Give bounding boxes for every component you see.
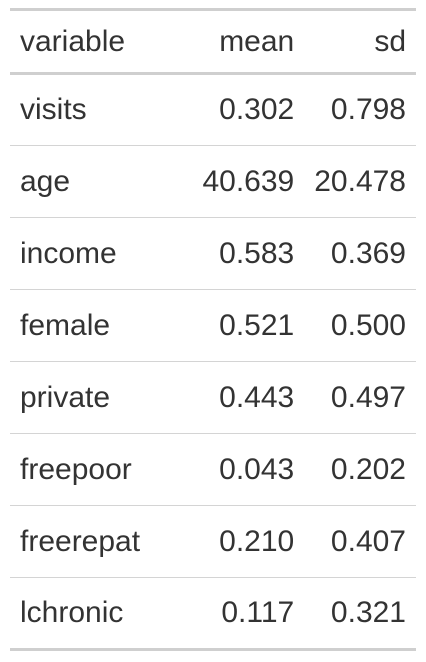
cell-sd: 0.369 — [330, 236, 406, 270]
cell-variable: lchronic — [20, 596, 124, 629]
table-header: variable mean sd — [10, 9, 416, 74]
cell-mean: 0.117 — [221, 596, 295, 629]
cell-sd: 0.497 — [330, 380, 406, 414]
header-variable: variable — [20, 24, 126, 58]
cell-sd: 0.321 — [330, 596, 406, 629]
cell-mean: 0.443 — [219, 380, 295, 414]
table-row: freepoor 0.043 0.202 — [10, 434, 416, 506]
cell-mean: 0.210 — [219, 524, 295, 558]
cell-variable: freerepat — [20, 524, 141, 558]
table-body: visits 0.302 0.798 age 40.639 20.478 inc… — [10, 74, 416, 650]
cell-variable: freepoor — [20, 452, 132, 486]
cell-mean: 0.302 — [219, 93, 295, 126]
table-row: age 40.639 20.478 — [10, 146, 416, 218]
table-row: visits 0.302 0.798 — [10, 74, 416, 146]
cell-mean: 40.639 — [202, 164, 295, 198]
cell-mean: 0.521 — [219, 308, 295, 342]
table-row: income 0.583 0.369 — [10, 218, 416, 290]
header-mean: mean — [219, 24, 295, 58]
cell-sd: 0.202 — [330, 452, 406, 486]
table-row: freerepat 0.210 0.407 — [10, 506, 416, 578]
cell-variable: income — [20, 236, 117, 270]
summary-table: variable mean sd visits 0.302 0.798 age … — [10, 8, 416, 651]
summary-table-container: variable mean sd visits 0.302 0.798 age … — [10, 8, 416, 651]
cell-mean: 0.043 — [219, 452, 295, 486]
header-sd: sd — [374, 24, 406, 58]
cell-sd: 20.478 — [314, 164, 406, 198]
cell-sd: 0.407 — [330, 524, 406, 558]
cell-variable: private — [20, 380, 111, 414]
header-row: variable mean sd — [10, 9, 416, 74]
cell-variable: age — [20, 164, 71, 198]
table-row: female 0.521 0.500 — [10, 290, 416, 362]
cell-variable: female — [20, 308, 111, 342]
table-row: private 0.443 0.497 — [10, 362, 416, 434]
cell-sd: 0.798 — [330, 93, 406, 126]
cell-mean: 0.583 — [219, 236, 295, 270]
cell-sd: 0.500 — [330, 308, 406, 342]
cell-variable: visits — [20, 93, 87, 126]
table-row: lchronic 0.117 0.321 — [10, 578, 416, 650]
